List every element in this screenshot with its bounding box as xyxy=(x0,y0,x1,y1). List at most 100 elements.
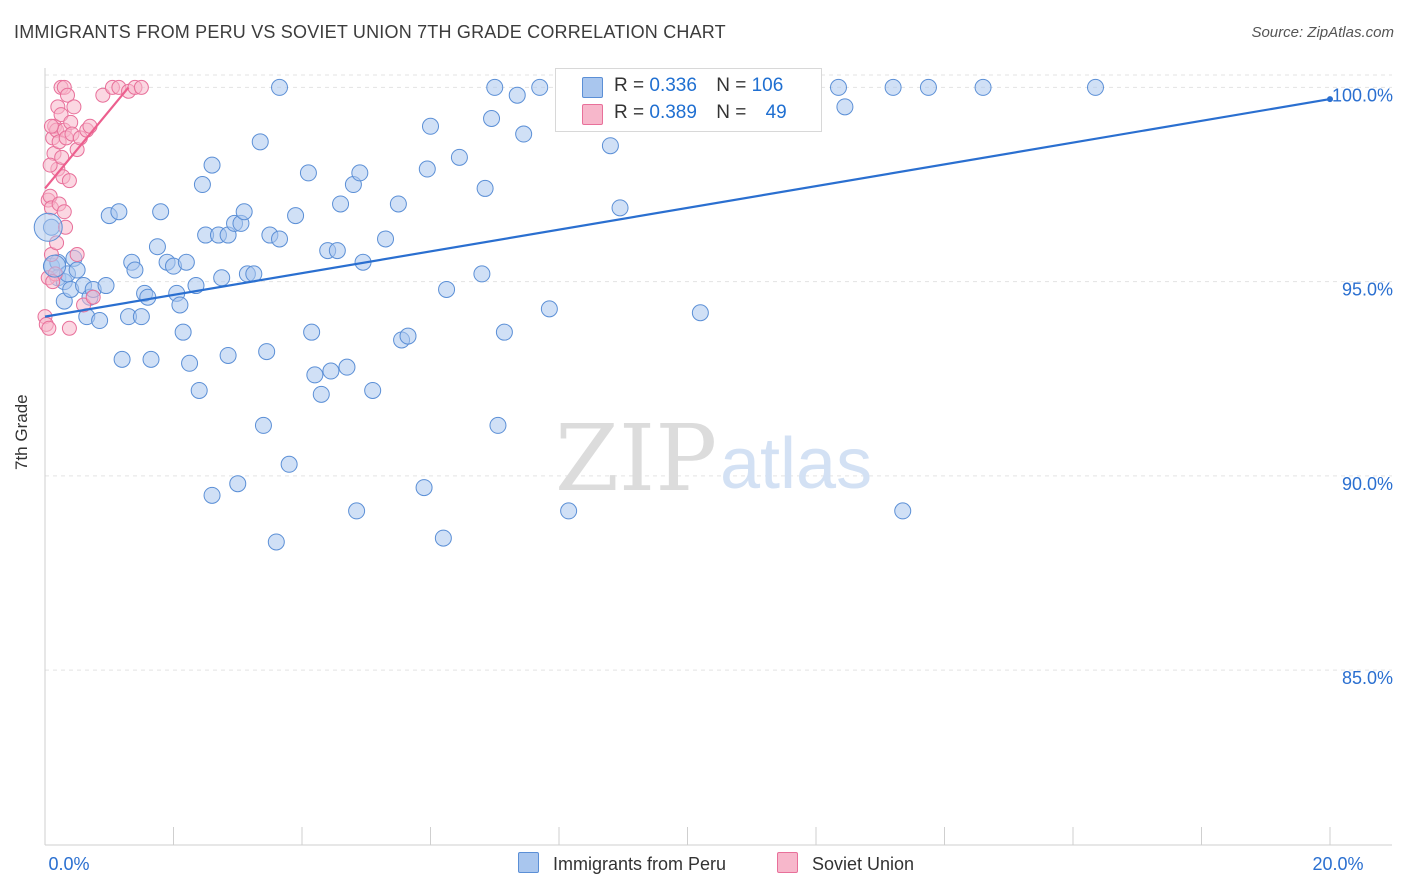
peru-point xyxy=(177,253,195,271)
peru-point xyxy=(919,78,937,96)
peru-point xyxy=(267,533,285,551)
peru-point xyxy=(364,381,382,399)
peru-point xyxy=(229,475,247,493)
peru-point xyxy=(303,323,321,341)
peru-point xyxy=(560,502,578,520)
peru-trend-endpoint xyxy=(1327,96,1333,103)
legend-r-value: 0.336 xyxy=(649,75,697,96)
soviet-point xyxy=(61,320,77,336)
peru-point xyxy=(438,280,456,298)
peru-point xyxy=(271,78,289,96)
peru-point xyxy=(171,296,189,314)
peru-point xyxy=(312,385,330,403)
peru-point xyxy=(836,98,854,116)
y-tick-label: 85.0% xyxy=(1342,668,1393,688)
peru-point xyxy=(235,203,253,221)
legend-row-peru: R = 0.336 N = 106 xyxy=(614,75,783,97)
peru-point xyxy=(540,300,558,318)
peru-point xyxy=(399,327,417,345)
peru-point xyxy=(450,148,468,166)
legend-n-label: N = xyxy=(716,75,747,96)
peru-point xyxy=(271,230,289,248)
peru-point xyxy=(306,366,324,384)
soviet-point xyxy=(56,204,72,220)
peru-point xyxy=(515,125,533,143)
peru-point xyxy=(203,486,221,504)
peru-point xyxy=(434,529,452,547)
peru-point xyxy=(132,308,150,326)
series-swatch-soviet xyxy=(777,852,798,873)
peru-point xyxy=(377,230,395,248)
peru-point xyxy=(190,381,208,399)
watermark: ZIP atlas xyxy=(555,405,872,512)
peru-point xyxy=(691,304,709,322)
legend-row-soviet: R = 0.389 N = 49 xyxy=(614,102,787,124)
soviet-point xyxy=(66,99,82,115)
peru-point xyxy=(126,261,144,279)
peru-point xyxy=(280,455,298,473)
peru-cluster-point xyxy=(43,254,67,278)
peru-point xyxy=(476,179,494,197)
peru-point xyxy=(287,207,305,225)
peru-point xyxy=(174,323,192,341)
peru-point xyxy=(299,164,317,182)
peru-point xyxy=(1086,78,1104,96)
peru-point xyxy=(531,78,549,96)
peru-point xyxy=(495,323,513,341)
peru-point xyxy=(418,160,436,178)
chart-title: IMMIGRANTS FROM PERU VS SOVIET UNION 7TH… xyxy=(14,22,726,42)
soviet-point xyxy=(85,289,101,305)
peru-cluster-point xyxy=(33,212,63,242)
peru-point xyxy=(91,312,109,330)
soviet-point xyxy=(43,118,59,134)
peru-point xyxy=(611,199,629,217)
peru-point xyxy=(148,238,166,256)
y-tick-label: 100.0% xyxy=(1332,85,1393,105)
peru-point xyxy=(348,502,366,520)
peru-point xyxy=(338,358,356,376)
peru-point xyxy=(193,176,211,194)
peru-point xyxy=(829,78,847,96)
peru-point xyxy=(213,269,231,287)
source-label: Source: ZipAtlas.com xyxy=(1251,24,1394,41)
soviet-point xyxy=(82,118,98,134)
legend-n-label: N = xyxy=(716,102,747,123)
peru-point xyxy=(97,277,115,295)
soviet-point xyxy=(41,320,57,336)
watermark-zip: ZIP xyxy=(555,405,717,512)
peru-point xyxy=(219,346,237,364)
peru-trend-line xyxy=(44,97,1331,318)
peru-point xyxy=(974,78,992,96)
peru-point xyxy=(113,350,131,368)
peru-point xyxy=(328,242,346,260)
y-tick-label: 90.0% xyxy=(1342,474,1393,494)
legend-r-label: R = xyxy=(614,75,645,96)
legend-r-label: R = xyxy=(614,102,645,123)
soviet-point xyxy=(54,149,70,165)
soviet-point xyxy=(133,79,149,95)
legend-n-value: 49 xyxy=(765,102,787,123)
peru-point xyxy=(489,416,507,434)
legend-swatch-peru xyxy=(582,77,603,98)
peru-point xyxy=(68,261,86,279)
peru-point xyxy=(203,156,221,174)
peru-point xyxy=(389,195,407,213)
peru-point xyxy=(110,203,128,221)
peru-point xyxy=(601,137,619,155)
series-legend-soviet: Soviet Union xyxy=(777,852,914,875)
peru-point xyxy=(142,350,160,368)
peru-point xyxy=(473,265,491,283)
peru-point xyxy=(322,362,340,380)
soviet-point xyxy=(42,157,58,173)
series-label-soviet: Soviet Union xyxy=(812,854,915,874)
peru-point xyxy=(351,164,369,182)
peru-point xyxy=(884,78,902,96)
x-tick-label: 20.0% xyxy=(1312,854,1363,874)
peru-point xyxy=(486,78,504,96)
legend-swatch-soviet xyxy=(582,104,603,125)
peru-point xyxy=(251,133,269,151)
series-legend-peru: Immigrants from Peru xyxy=(518,852,726,875)
peru-point xyxy=(422,117,439,135)
y-tick-label: 95.0% xyxy=(1342,280,1393,300)
